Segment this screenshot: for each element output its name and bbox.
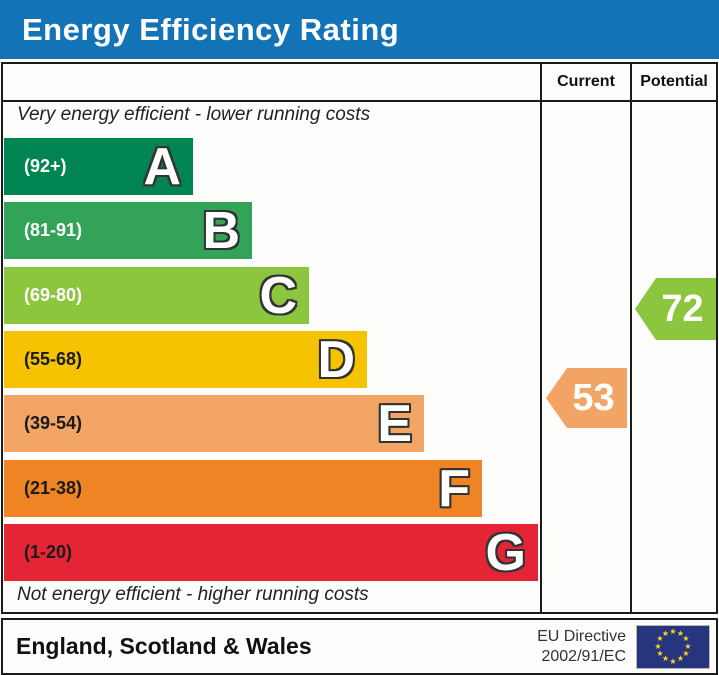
column-header-current: Current	[557, 73, 615, 90]
header-row-divider	[3, 100, 716, 102]
eu-star-icon: ★	[684, 641, 692, 651]
potential-rating-arrow: 72	[635, 278, 716, 340]
band-grade-letter: B	[202, 201, 240, 260]
eu-directive-line2: 2002/91/EC	[541, 647, 626, 665]
eu-star-icon: ★	[669, 626, 677, 636]
band-row-g: (1-20) G	[4, 524, 538, 581]
current-rating-value: 53	[572, 376, 615, 419]
title-bar: Energy Efficiency Rating	[0, 0, 719, 59]
eu-star-icon: ★	[654, 641, 662, 651]
top-note: Very energy efficient - lower running co…	[17, 104, 371, 125]
page-title: Energy Efficiency Rating	[22, 11, 400, 47]
bottom-note: Not energy efficient - higher running co…	[17, 584, 369, 605]
eu-star-icon: ★	[656, 634, 664, 643]
eu-star-icon: ★	[682, 634, 690, 643]
band-range-label: (39-54)	[24, 413, 83, 433]
eu-directive-line1: EU Directive	[537, 627, 626, 645]
eu-star-icon: ★	[676, 628, 685, 638]
band-row-a: (92+) A	[4, 138, 193, 195]
band-range-label: (81-91)	[24, 220, 83, 240]
band-grade-letter: F	[438, 459, 470, 518]
band-grade-letter: E	[377, 394, 412, 453]
band-row-c: (69-80) C	[4, 267, 309, 324]
current-rating-arrow: 53	[546, 368, 627, 428]
column-divider	[540, 64, 542, 612]
band-grade-letter: D	[317, 330, 355, 389]
region-label: England, Scotland & Wales	[16, 633, 312, 659]
eu-star-icon: ★	[676, 654, 685, 664]
rating-table: Current Potential Very energy efficient …	[1, 62, 718, 614]
column-divider	[630, 64, 632, 612]
band-row-f: (21-38) F	[4, 460, 482, 517]
band-grade-letter: G	[485, 523, 526, 582]
band-range-label: (55-68)	[24, 349, 83, 369]
band-row-e: (39-54) E	[4, 395, 424, 452]
eu-flag: ★ ★ ★ ★ ★ ★ ★ ★ ★ ★ ★ ★	[636, 624, 710, 669]
band-grade-letter: C	[259, 266, 297, 325]
eu-star-icon: ★	[661, 628, 670, 638]
footer-bar: England, Scotland & Wales EU Directive 2…	[1, 618, 718, 675]
band-grade-letter: A	[143, 137, 181, 196]
band-range-label: (92+)	[24, 156, 67, 176]
eu-directive-text: EU Directive 2002/91/EC	[537, 627, 626, 667]
eu-star-icon: ★	[682, 649, 690, 658]
band-range-label: (21-38)	[24, 478, 83, 498]
band-row-d: (55-68) D	[4, 331, 367, 388]
band-row-b: (81-91) B	[4, 202, 252, 259]
eu-star-icon: ★	[656, 649, 664, 658]
column-header-potential: Potential	[640, 73, 708, 90]
band-range-label: (1-20)	[24, 542, 73, 562]
eu-star-icon: ★	[669, 656, 677, 666]
band-range-label: (69-80)	[24, 285, 83, 305]
potential-rating-value: 72	[661, 287, 704, 330]
eu-star-icon: ★	[661, 654, 670, 664]
